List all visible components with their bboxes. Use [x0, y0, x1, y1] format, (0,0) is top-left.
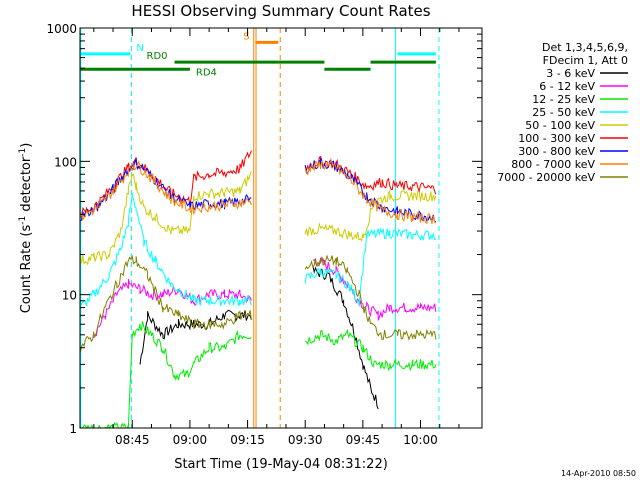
y-tick-label-2: 100 — [54, 155, 77, 169]
plot-layer: N S RD0 RD4 — [79, 28, 440, 430]
series-3 — [79, 192, 437, 309]
series-line — [139, 265, 379, 410]
x-tick-label-3: 09:30 — [288, 433, 323, 447]
legend-label-5: 100 - 300 keV — [518, 132, 595, 145]
legend-header-2: FDecim 1, Att 0 — [543, 54, 628, 67]
y-tick-label-3: 1000 — [46, 22, 77, 36]
series-8 — [79, 254, 437, 352]
x-axis-label: Start Time (19-May-04 08:31:22) — [174, 457, 388, 472]
x-tick-label-2: 09:15 — [230, 433, 265, 447]
series-2 — [80, 321, 437, 430]
legend-label-4: 50 - 100 keV — [525, 119, 595, 132]
series-line — [79, 171, 437, 266]
series-line — [80, 150, 437, 218]
legend-label-7: 800 - 7000 keV — [511, 158, 595, 171]
y-tick-label-0: 1 — [69, 422, 77, 436]
series-line — [80, 321, 437, 430]
x-tick-label-1: 09:00 — [173, 433, 208, 447]
series-4 — [79, 171, 437, 266]
series-1 — [93, 256, 437, 339]
series-line — [93, 256, 437, 339]
annotation-label-2: RD0 — [147, 51, 168, 62]
svg-text:Count Rate (s-1 detector-1): Count Rate (s-1 detector-1) — [18, 143, 34, 314]
y-label-part-2: detector — [19, 156, 34, 216]
legend-label-3: 25 - 50 keV — [532, 106, 595, 119]
axes-layer: 08:45 09:00 09:15 09:30 09:45 10:00 1 10 100 1000 — [46, 22, 483, 447]
series-0 — [139, 265, 379, 410]
y-axis-label: Count Rate (s-1 detector-1) — [18, 143, 34, 314]
annotation-label-1: S — [243, 31, 249, 42]
legend-label-1: 6 - 12 keV — [539, 80, 595, 93]
y-label-part-1: Count Rate (s — [19, 225, 34, 314]
legend-label-0: 3 - 6 keV — [546, 67, 595, 80]
series-7 — [79, 159, 437, 225]
x-tick-label-4: 09:45 — [346, 433, 381, 447]
y-label-sup-2: -1 — [18, 148, 28, 157]
y-label-sup-1: -1 — [18, 216, 28, 225]
annotation-label-0: N — [136, 43, 143, 54]
legend-label-6: 300 - 800 keV — [518, 145, 595, 158]
legend-label-8: 7000 - 20000 keV — [497, 171, 595, 184]
series-line — [79, 254, 437, 352]
y-label-part-3: ) — [19, 143, 34, 148]
x-tick-label-0: 08:45 — [115, 433, 150, 447]
series-5 — [80, 150, 437, 218]
x-tick-label-5: 10:00 — [403, 433, 438, 447]
legend-label-2: 12 - 25 keV — [532, 93, 595, 106]
timestamp-footer: 14-Apr-2010 08:50 — [561, 469, 636, 478]
plot-frame — [79, 27, 483, 429]
y-tick-label-1: 10 — [62, 289, 77, 303]
legend-header-1: Det 1,3,4,5,6,9, — [542, 41, 628, 54]
series-line — [79, 159, 437, 225]
annotation-label-3: RD4 — [196, 67, 217, 78]
series-line — [79, 192, 437, 309]
chart-title: HESSI Observing Summary Count Rates — [131, 2, 430, 20]
legend: Det 1,3,4,5,6,9, FDecim 1, Att 0 3 - 6 k… — [497, 41, 628, 184]
